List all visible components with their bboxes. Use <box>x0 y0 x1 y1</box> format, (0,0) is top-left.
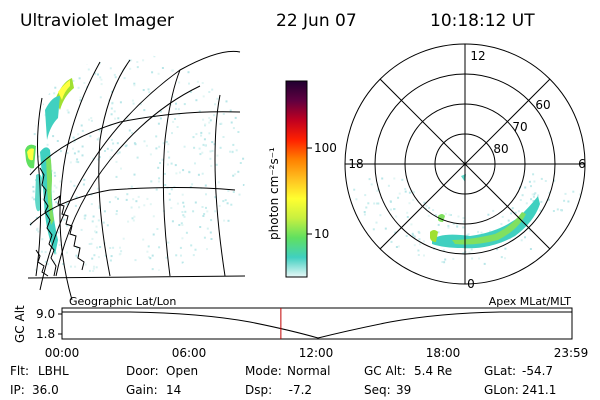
mlat-label-60: 60 <box>535 98 550 112</box>
mlt-label-0: 0 <box>467 277 475 291</box>
polar-auroral-oval <box>430 174 540 249</box>
time-tick-0000: 00:00 <box>45 346 80 360</box>
geographic-caption: Geographic Lat/Lon <box>69 295 176 308</box>
status-value-door: Open <box>166 364 198 378</box>
status-value-glon: 241.1 <box>522 383 556 397</box>
status-value-ip: 36.0 <box>32 383 59 397</box>
polar-plot: 12 18 6 0 60 70 80 <box>344 43 586 291</box>
status-value-mode: Normal <box>287 364 330 378</box>
status-value-glat: -54.7 <box>522 364 553 378</box>
mlt-label-12: 12 <box>470 49 485 63</box>
instrument-title: Ultraviolet Imager <box>20 11 174 31</box>
status-value-gain: 14 <box>166 383 181 397</box>
altitude-tick-9: 9.0 <box>36 307 55 321</box>
time-tick-1800: 18:00 <box>426 346 461 360</box>
status-key-dsp: Dsp: <box>245 383 272 397</box>
observation-time: 10:18:12 UT <box>430 11 535 31</box>
status-value-flt: LBHL <box>38 364 69 378</box>
status-key-door: Door: <box>126 364 159 378</box>
time-tick-2359: 23:59 <box>554 346 589 360</box>
colorbar-tick-label-100: 100 <box>314 141 337 155</box>
status-key-flt: Flt: <box>10 364 29 378</box>
colorbar: 100 10 photon cm⁻²s⁻¹ <box>267 80 337 278</box>
altitude-strip-frame <box>61 307 573 340</box>
status-value-seq: 39 <box>396 383 411 397</box>
status-key-mode: Mode: <box>245 364 282 378</box>
status-key-glon: GLon: <box>484 383 519 397</box>
altitude-curve <box>62 311 572 339</box>
colorbar-gradient <box>285 80 308 278</box>
mlat-label-70: 70 <box>512 120 527 134</box>
status-block: Flt: LBHL Door: Open Mode: Normal GC Alt… <box>10 364 556 397</box>
geographic-grid <box>27 50 246 301</box>
time-tick-1200: 12:00 <box>299 346 334 360</box>
status-value-gc-alt: 5.4 Re <box>414 364 452 378</box>
colorbar-tick-label-10: 10 <box>314 227 329 241</box>
mlat-label-80: 80 <box>493 142 508 156</box>
status-key-gain: Gain: <box>126 383 158 397</box>
geographic-auroral-oval <box>25 78 74 255</box>
status-key-gc-alt: GC Alt: <box>364 364 406 378</box>
time-tick-0600: 06:00 <box>172 346 207 360</box>
polar-grid <box>344 43 586 285</box>
status-key-seq: Seq: <box>364 383 391 397</box>
observation-date: 22 Jun 07 <box>276 11 357 31</box>
colorbar-unit-label: photon cm⁻²s⁻¹ <box>267 147 281 240</box>
altitude-axis-label: GC Alt <box>13 305 27 343</box>
apex-caption: Apex MLat/MLT <box>489 295 572 308</box>
altitude-strip: GC Alt 9.0 1.8 00:00 06:00 12:00 18:00 2… <box>13 305 588 360</box>
mlt-label-6: 6 <box>578 157 586 171</box>
mlt-label-18: 18 <box>348 157 363 171</box>
geographic-image <box>25 50 246 301</box>
altitude-tick-1-8: 1.8 <box>36 327 55 341</box>
status-key-glat: GLat: <box>484 364 516 378</box>
status-key-ip: IP: <box>10 383 25 397</box>
status-value-dsp: -7.2 <box>281 383 312 397</box>
